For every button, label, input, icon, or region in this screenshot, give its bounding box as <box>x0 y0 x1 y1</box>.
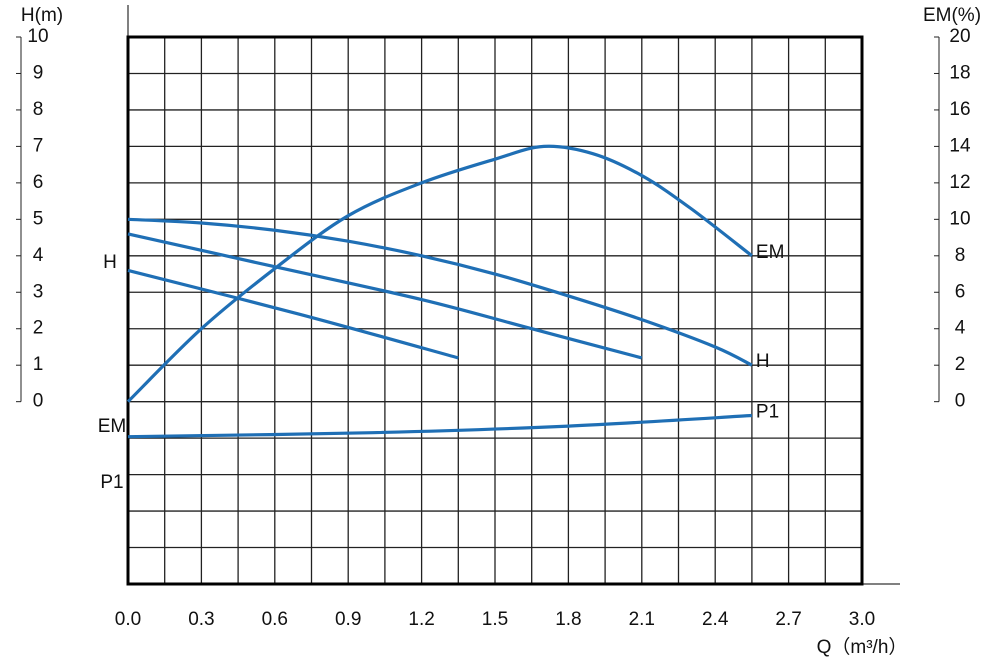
y-tick-label: 3 <box>33 281 44 302</box>
y-tick-label: 0 <box>33 391 44 412</box>
y2-tick-label: 8 <box>955 245 966 266</box>
x-tick-label: 2.1 <box>629 609 655 630</box>
side-label: P1 <box>100 472 123 493</box>
x-tick-label: 0.3 <box>188 609 214 630</box>
y2-tick-label: 2 <box>955 354 966 375</box>
curve-label: P1 <box>756 402 779 423</box>
curve <box>127 268 459 360</box>
y2-tick-label: 6 <box>955 281 966 302</box>
x-tick-label: 1.5 <box>482 609 508 630</box>
y-tick-label: 6 <box>33 172 44 193</box>
x-tick-label: 2.7 <box>775 609 801 630</box>
y-tick-label: 8 <box>33 99 44 120</box>
y-tick-label: 5 <box>33 208 44 229</box>
y2-tick-label: 20 <box>949 26 970 47</box>
y2-tick-label: 4 <box>955 318 966 339</box>
curve-label: EM <box>756 242 785 263</box>
x-axis-label: Q（m³/h） <box>817 636 908 658</box>
curve <box>127 413 752 439</box>
y-tick-label: 4 <box>33 245 44 266</box>
x-tick-label: 1.8 <box>555 609 581 630</box>
y2-tick-label: 0 <box>955 391 966 412</box>
y2-axis-label: EM(%) <box>923 5 981 26</box>
curve <box>127 232 643 360</box>
side-label: H <box>103 252 117 273</box>
x-tick-label: 2.4 <box>702 609 729 630</box>
x-tick-label: 0.0 <box>115 609 141 630</box>
x-tick-label: 1.2 <box>408 609 434 630</box>
y2-tick-label: 18 <box>949 62 970 83</box>
y2-tick-label: 10 <box>949 208 970 229</box>
curve-label: H <box>756 351 770 372</box>
y-tick-label: 2 <box>33 318 44 339</box>
y-tick-label: 9 <box>33 62 44 83</box>
y-axis-label: H(m) <box>21 5 63 26</box>
y-tick-label: 10 <box>27 26 48 47</box>
y-tick-label: 7 <box>33 135 44 156</box>
y2-tick-label: 16 <box>949 99 970 120</box>
curve <box>126 144 753 403</box>
x-tick-label: 0.9 <box>335 609 361 630</box>
x-tick-label: 0.6 <box>262 609 288 630</box>
y2-tick-label: 12 <box>949 172 970 193</box>
y-tick-label: 1 <box>33 354 44 375</box>
x-tick-label: 3.0 <box>849 609 875 630</box>
y2-tick-label: 14 <box>949 135 971 156</box>
side-label: EM <box>98 416 127 437</box>
curve <box>127 217 753 367</box>
